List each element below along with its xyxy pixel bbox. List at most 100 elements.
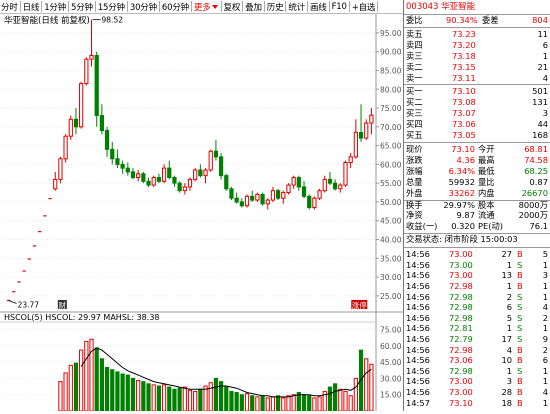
candle-body[interactable] [104,130,110,150]
candle-body[interactable] [276,190,281,199]
candle-body[interactable] [348,156,353,164]
candle-body[interactable] [343,162,348,186]
candle-body[interactable] [99,115,104,132]
candle-body[interactable] [218,156,224,177]
hscol-bar[interactable] [276,395,281,412]
candle-body[interactable] [333,182,338,190]
candle-body[interactable] [250,195,255,201]
hscol-bar[interactable] [136,380,141,412]
hscol-bar[interactable] [182,386,187,412]
hscol-bar[interactable] [281,397,286,412]
toolbar-item-8[interactable]: 复权 [223,2,241,13]
candle-body[interactable] [198,169,203,177]
hscol-bar[interactable] [151,384,156,412]
candle-body[interactable] [312,197,317,209]
hscol-bar[interactable] [270,396,276,412]
hscol-bar[interactable] [317,396,322,412]
hscol-bar[interactable] [260,395,265,412]
candle-body[interactable] [265,199,270,205]
toolbar-item-10[interactable]: 历史 [266,2,284,13]
candle-body[interactable] [281,192,286,199]
candle-body[interactable] [301,186,307,197]
hscol-bar[interactable] [161,384,167,412]
candle-body[interactable] [317,190,322,199]
kline-chart-svg[interactable]: 95.00 90.00 85.00 80.00 75.00 70.00 65.00 60.00… [0,4,403,412]
candle-body[interactable] [307,195,312,209]
toolbar-item-1[interactable]: 日线 [22,2,40,13]
toolbar-item-2[interactable]: 1分钟 [44,2,67,13]
candle-body[interactable] [213,150,219,158]
hscol-bar[interactable] [73,362,79,412]
candle-body[interactable] [270,190,276,201]
hscol-bar[interactable] [110,369,115,412]
candle-body[interactable] [136,173,141,179]
hscol-bar[interactable] [265,397,270,412]
candle-body[interactable] [208,150,213,171]
hscol-bar[interactable] [250,395,255,412]
hscol-bar[interactable] [84,340,89,412]
candle-body[interactable] [110,148,115,160]
candle-body[interactable] [146,180,151,186]
hscol-bar[interactable] [364,358,369,412]
candle-body[interactable] [229,188,234,199]
candle-body[interactable] [94,54,99,117]
candle-body[interactable] [291,177,296,186]
hscol-bar[interactable] [343,390,348,412]
hscol-bar[interactable] [224,386,229,412]
hscol-bar[interactable] [198,388,203,412]
candle-body[interactable] [260,193,265,205]
hscol-bar[interactable] [156,385,162,412]
hscol-bar[interactable] [213,377,219,412]
hscol-bar[interactable] [333,383,338,412]
candle-body[interactable] [193,169,198,180]
candle-body[interactable] [255,193,260,201]
hscol-bar[interactable] [193,390,198,412]
hscol-bar[interactable] [286,395,291,412]
hscol-bar[interactable] [353,377,358,412]
toolbar-item-6[interactable]: 60分钟 [161,2,189,13]
candle-body[interactable] [286,184,291,194]
candle-body[interactable] [244,195,250,207]
toolbar-item-7[interactable]: 更多 [193,2,211,13]
candle-body[interactable] [84,58,89,85]
candle-body[interactable] [322,178,327,192]
hscol-bar[interactable] [244,393,250,412]
hscol-bar[interactable] [68,364,73,412]
toolbar-item-13[interactable]: F10 [331,1,347,12]
hscol-bar[interactable] [58,381,63,412]
candle-body[interactable] [296,177,301,188]
hscol-bar[interactable] [312,397,317,412]
candle-body[interactable] [327,178,333,184]
toolbar-item-0[interactable]: 分时 [1,2,18,13]
candle-body[interactable] [234,197,239,203]
candle-body[interactable] [369,114,374,124]
hscol-bar[interactable] [130,377,136,412]
hscol-bar[interactable] [104,367,110,412]
hscol-bar[interactable] [177,387,182,412]
candle-body[interactable] [79,83,84,128]
toolbar-item-3[interactable]: 5分钟 [71,2,93,13]
candle-body[interactable] [203,169,208,177]
candle-body[interactable] [141,173,146,182]
hscol-bar[interactable] [338,388,343,412]
hscol-bar[interactable] [120,373,125,412]
candle-body[interactable] [172,177,177,184]
hscol-bar[interactable] [307,395,312,412]
candle-body[interactable] [353,131,358,158]
hscol-bar[interactable] [255,396,260,412]
candle-body[interactable] [358,131,364,139]
toolbar-item-14[interactable]: +自选 [351,2,376,13]
hscol-bar[interactable] [291,394,296,412]
hscol-bar[interactable] [115,371,120,412]
candle-body[interactable] [224,175,229,190]
hscol-bar[interactable] [141,381,146,412]
candle-body[interactable] [177,182,182,192]
hscol-bar[interactable] [348,395,353,412]
candle-body[interactable] [58,158,63,180]
toolbar-item-9[interactable]: 叠加 [245,2,262,13]
toolbar-item-12[interactable]: 画线 [309,2,327,13]
hscol-bar[interactable] [301,394,307,412]
candle-body[interactable] [338,184,343,190]
hscol-bar[interactable] [146,383,151,412]
hscol-bar[interactable] [79,349,84,412]
